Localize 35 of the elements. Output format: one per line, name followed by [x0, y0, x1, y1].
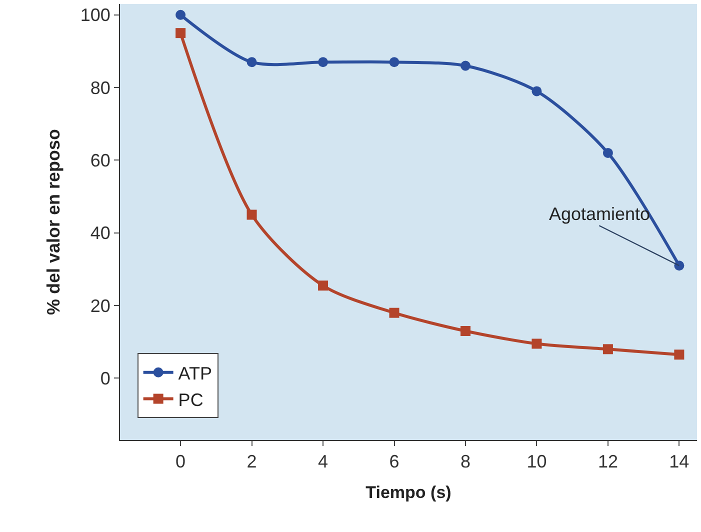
legend-label: ATP: [178, 363, 212, 384]
point: [176, 10, 186, 20]
point: [389, 308, 400, 318]
point: [246, 210, 257, 220]
point: [602, 344, 613, 354]
point: [318, 280, 328, 291]
x-tick-label: 8: [460, 452, 470, 472]
point: [532, 86, 542, 96]
point: [389, 57, 400, 68]
legend-label: PC: [178, 390, 204, 410]
point: [674, 350, 684, 360]
x-tick-label: 6: [389, 452, 400, 472]
y-tick-label: 20: [90, 296, 110, 316]
y-tick-label: 40: [90, 223, 110, 244]
y-tick-label: 60: [90, 150, 110, 171]
x-tick-label: 14: [669, 452, 690, 472]
x-axis-title: Tiempo (s): [366, 483, 452, 502]
x-tick-label: 4: [318, 452, 328, 472]
point: [460, 326, 470, 336]
y-tick-label: 0: [100, 368, 110, 389]
y-axis-title: % del valor en reposo: [44, 128, 64, 316]
y-tick-label: 80: [90, 78, 110, 98]
x-tick-label: 10: [526, 452, 547, 472]
point: [460, 60, 470, 71]
point: [674, 260, 684, 271]
annotation: Agotamiento: [549, 204, 650, 224]
x-tick-label: 0: [176, 452, 186, 472]
point: [246, 57, 257, 68]
point: [602, 148, 613, 158]
point: [532, 338, 542, 349]
y-tick-label: 100: [80, 5, 110, 26]
x-tick-label: 12: [598, 452, 618, 472]
x-tick-label: 2: [246, 452, 257, 472]
point: [176, 28, 186, 38]
point: [318, 57, 328, 68]
